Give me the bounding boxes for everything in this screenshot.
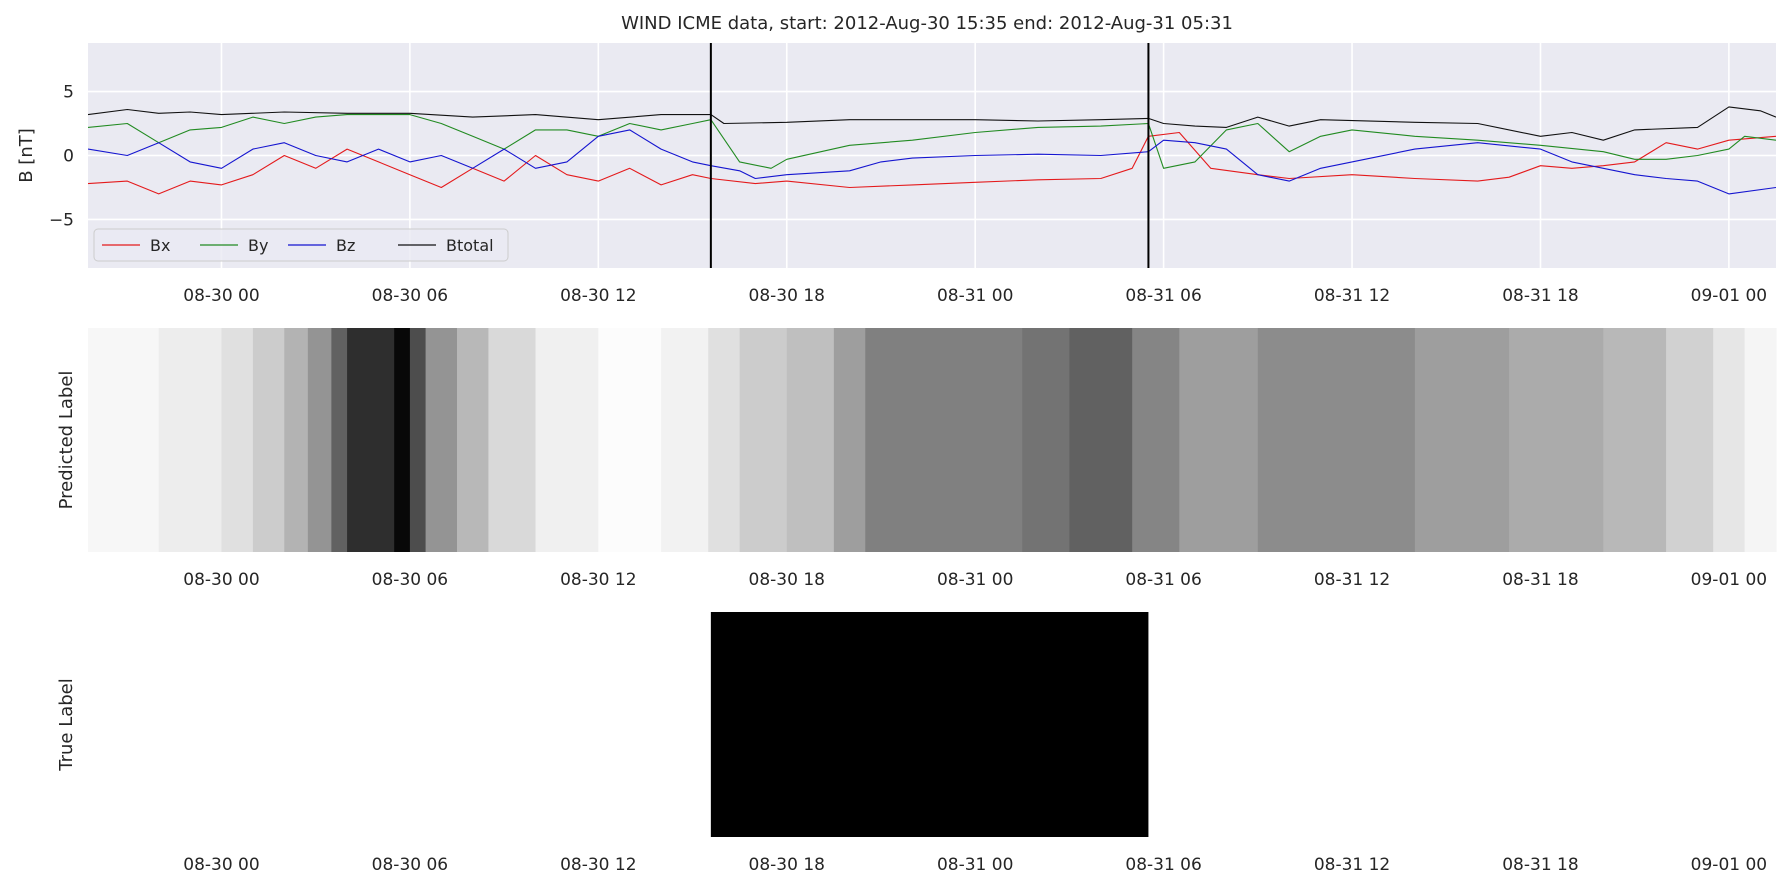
heatmap-cell <box>1414 328 1510 552</box>
gridlines <box>88 43 1776 268</box>
x-tick-label: 09-01 00 <box>1691 286 1767 306</box>
heatmap-cell <box>88 612 712 837</box>
x-tick-label: 08-31 06 <box>1125 855 1201 875</box>
x-tick-label: 08-30 00 <box>183 286 259 306</box>
chart-title: WIND ICME data, start: 2012-Aug-30 15:35… <box>621 13 1233 34</box>
magnetic-field-panel: −505 08-30 00 08-30 06 08-30 12 08-30 18 08-… <box>16 43 1776 306</box>
y-axis-label: B [nT] <box>16 128 37 183</box>
heatmap-cells <box>88 328 1777 552</box>
legend-label-bz: Bz <box>336 236 355 255</box>
heatmap-cell <box>865 328 1023 552</box>
y-axis-label: Predicted Label <box>56 371 77 510</box>
heatmap-cell <box>158 328 223 552</box>
heatmap-cell <box>661 328 709 552</box>
heatmap-cell <box>88 328 160 552</box>
heatmap-cell <box>535 328 599 552</box>
legend-label-bx: Bx <box>150 236 170 255</box>
x-tick-label: 08-31 00 <box>937 286 1013 306</box>
heatmap-cell <box>1666 328 1714 552</box>
x-tick-label: 08-31 12 <box>1314 855 1390 875</box>
x-tick-label: 08-30 06 <box>372 855 448 875</box>
heatmap-cell <box>1179 328 1259 552</box>
heatmap-cell <box>488 328 537 552</box>
heatmap-cell <box>284 328 309 552</box>
x-tick-labels: 08-30 00 08-30 06 08-30 12 08-30 18 08-31 00… <box>183 855 1767 875</box>
heatmap-cell <box>710 612 1150 837</box>
x-tick-label: 08-31 06 <box>1125 286 1201 306</box>
y-tick-label: 0 <box>63 147 74 167</box>
heatmap-cell <box>1132 328 1180 552</box>
heatmap-cell <box>307 328 332 552</box>
heatmap-cell <box>739 328 788 552</box>
heatmap-cell <box>347 328 395 552</box>
x-tick-label: 08-30 12 <box>560 570 636 590</box>
x-tick-label: 09-01 00 <box>1691 855 1767 875</box>
x-tick-label: 08-30 06 <box>372 570 448 590</box>
heatmap-cell <box>833 328 866 552</box>
y-tick-labels: −5 0 5 <box>49 83 74 231</box>
x-tick-label: 08-30 18 <box>749 286 825 306</box>
predicted-label-panel: 08-30 00 08-30 06 08-30 12 08-30 18 08-31 00… <box>56 328 1777 590</box>
heatmap-cell <box>1257 328 1416 552</box>
y-tick-label: −5 <box>49 210 74 230</box>
x-tick-label: 08-30 00 <box>183 570 259 590</box>
x-tick-label: 08-31 18 <box>1502 570 1578 590</box>
x-tick-labels: 08-30 00 08-30 06 08-30 12 08-30 18 08-31 00… <box>183 570 1767 590</box>
legend: Bx By Bz Btotal <box>93 228 509 262</box>
x-tick-label: 08-31 12 <box>1314 286 1390 306</box>
heatmap-cell <box>221 328 254 552</box>
heatmap-cell <box>1069 328 1133 552</box>
event-boundary-lines <box>709 43 1150 268</box>
x-tick-label: 08-30 18 <box>749 855 825 875</box>
y-tick-label: 5 <box>63 83 74 103</box>
heatmap-cell <box>1148 612 1777 837</box>
heatmap-cell <box>331 328 348 552</box>
heatmap-cell <box>394 328 411 552</box>
heatmap-cell <box>425 328 458 552</box>
x-tick-label: 08-31 06 <box>1125 570 1201 590</box>
x-tick-label: 08-31 18 <box>1502 286 1578 306</box>
heatmap-cell <box>1509 328 1604 552</box>
heatmap-cell <box>786 328 835 552</box>
heatmap-cell <box>252 328 285 552</box>
legend-label-btotal: Btotal <box>446 236 494 255</box>
heatmap-cell <box>1022 328 1070 552</box>
x-tick-label: 08-30 06 <box>372 286 448 306</box>
heatmap-cell <box>1713 328 1746 552</box>
y-axis-label: True Label <box>56 678 77 772</box>
x-tick-labels: 08-30 00 08-30 06 08-30 12 08-30 18 08-31 00… <box>183 286 1767 306</box>
heatmap-cell <box>409 328 427 552</box>
heatmap-cell <box>1744 328 1777 552</box>
heatmap-cells <box>88 612 1777 837</box>
x-tick-label: 08-30 12 <box>560 286 636 306</box>
x-tick-label: 08-31 00 <box>937 570 1013 590</box>
series-line-bz <box>88 129 1776 195</box>
series-line-btotal <box>88 106 1776 141</box>
x-tick-label: 09-01 00 <box>1691 570 1767 590</box>
heatmap-cell <box>1603 328 1667 552</box>
x-tick-label: 08-31 12 <box>1314 570 1390 590</box>
heatmap-cell <box>598 328 662 552</box>
x-tick-label: 08-31 18 <box>1502 855 1578 875</box>
series-lines <box>88 106 1776 195</box>
x-tick-label: 08-31 00 <box>937 855 1013 875</box>
true-label-panel: 08-30 00 08-30 06 08-30 12 08-30 18 08-31 00… <box>56 612 1777 875</box>
x-tick-label: 08-30 12 <box>560 855 636 875</box>
heatmap-cell <box>457 328 489 552</box>
x-tick-label: 08-30 18 <box>749 570 825 590</box>
x-tick-label: 08-30 00 <box>183 855 259 875</box>
series-line-by <box>88 114 1776 169</box>
heatmap-cell <box>708 328 741 552</box>
legend-label-by: By <box>248 236 268 255</box>
